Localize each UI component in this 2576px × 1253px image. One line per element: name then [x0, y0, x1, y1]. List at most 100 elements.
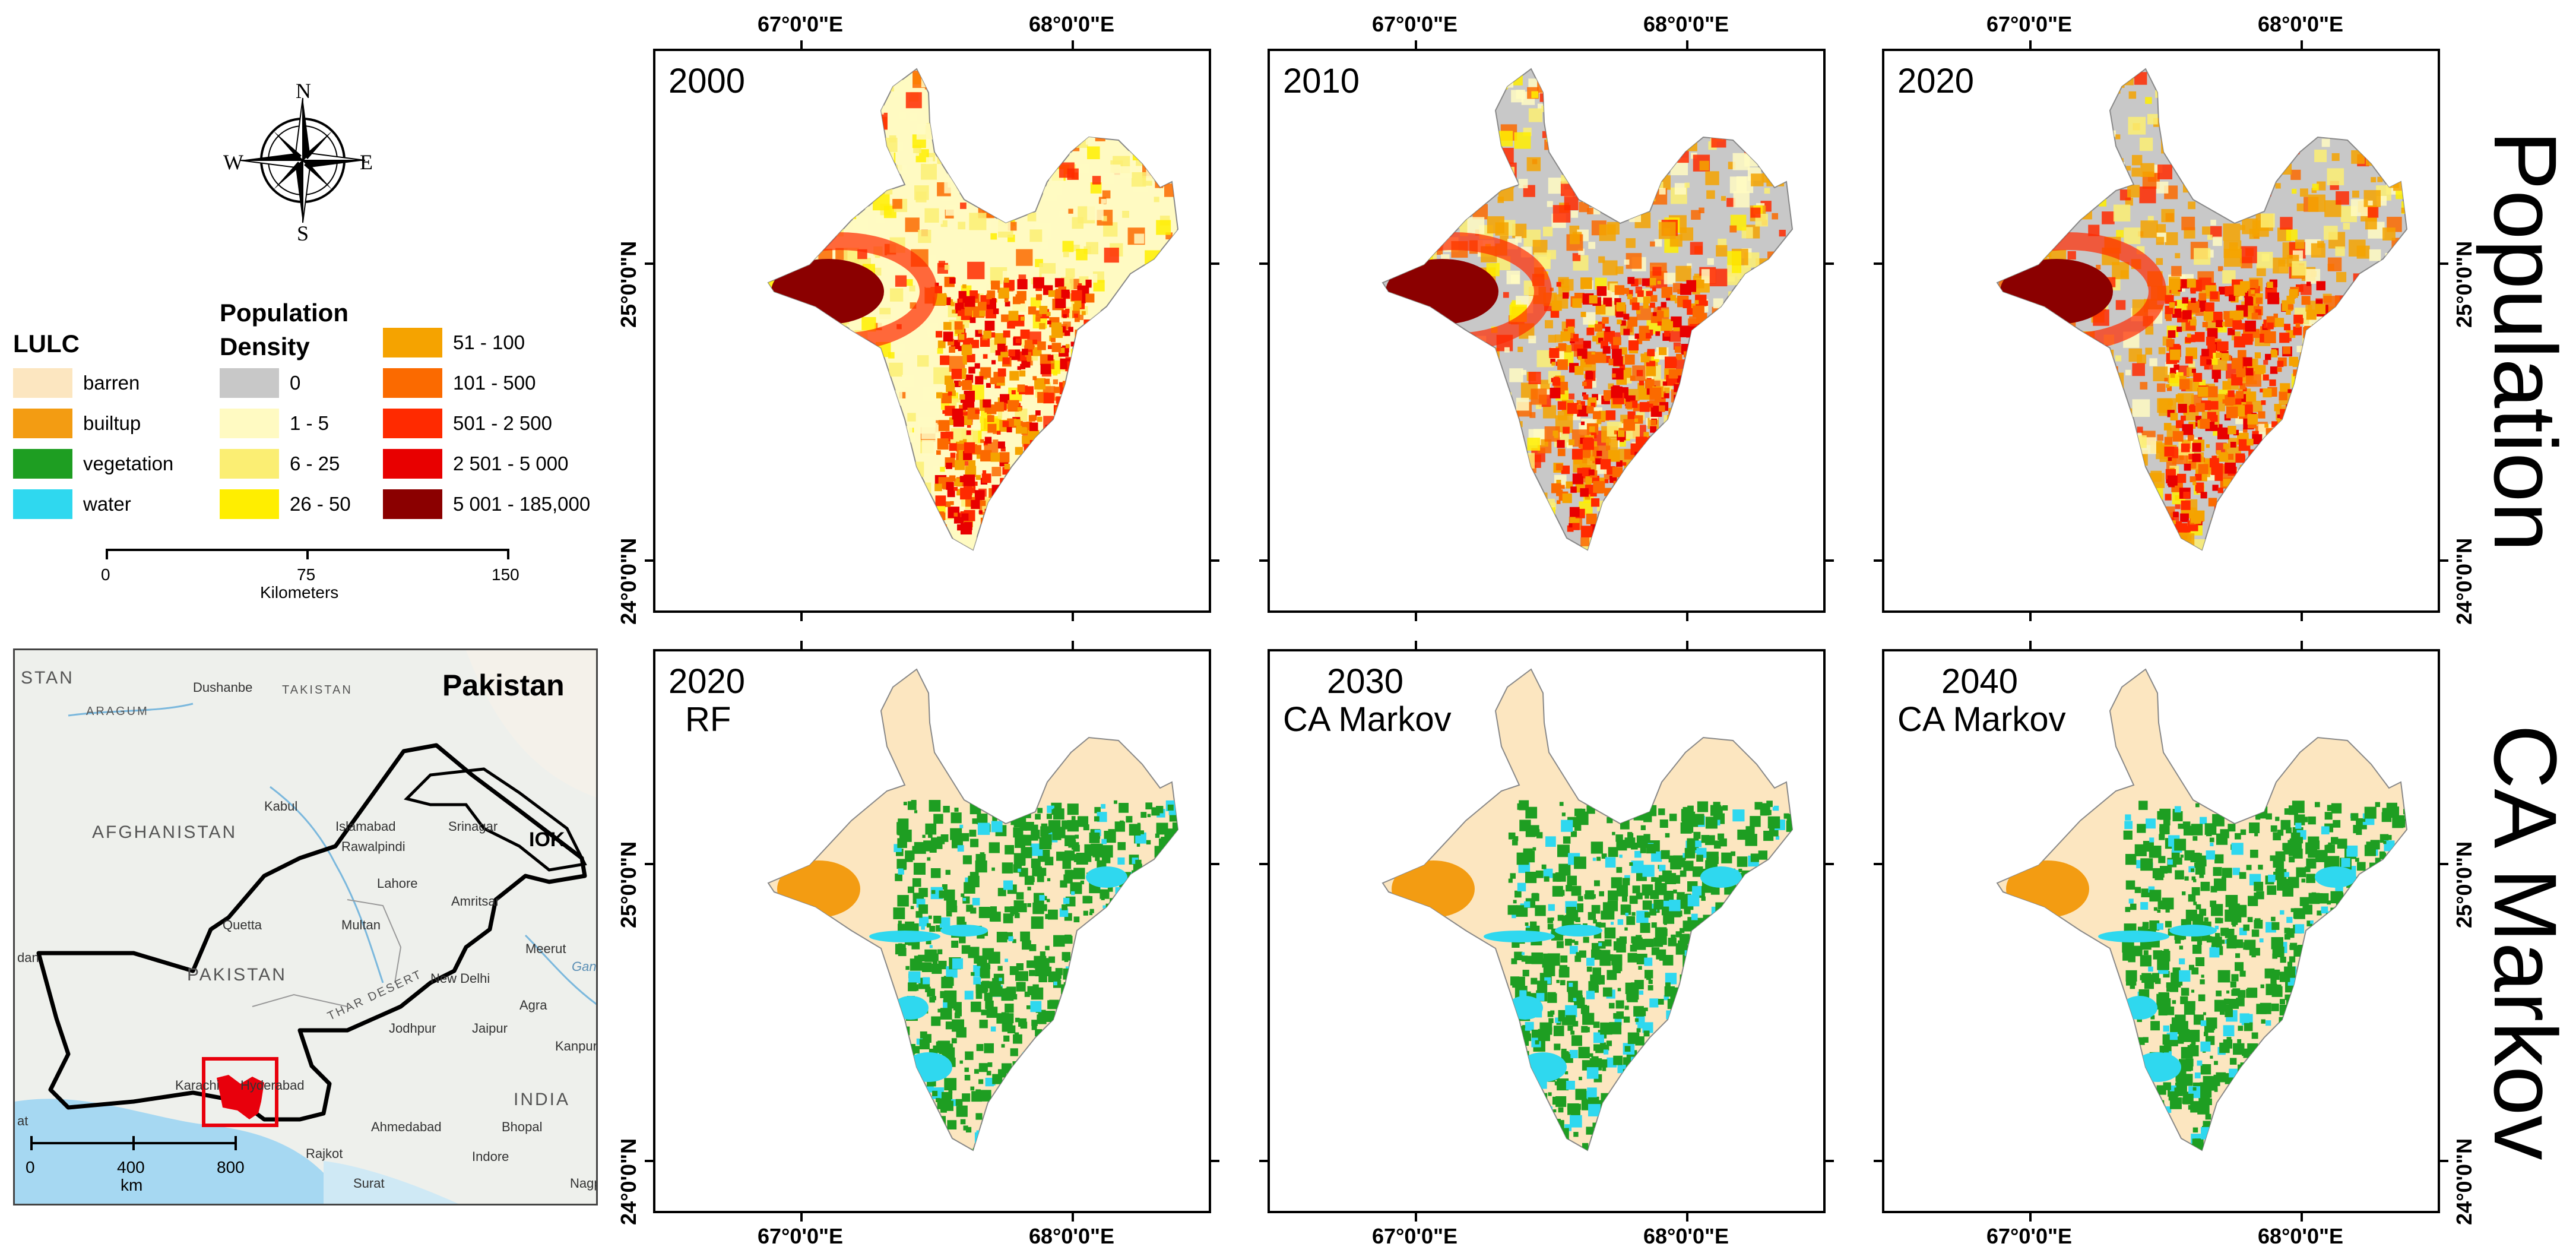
lulc-legend-item-swatch	[13, 409, 72, 438]
panel-year-label: 2040	[1941, 662, 2019, 701]
axis-tick	[645, 1160, 654, 1162]
longitude-label: 68°0'0"E	[1028, 12, 1115, 36]
axis-tick	[2301, 1212, 2303, 1222]
axis-tick	[1824, 262, 1834, 265]
pakistan-inset-map: Pakistan IOK STAN ARAGUM TAKISTAN AFGHAN…	[13, 648, 598, 1205]
axis-tick	[1824, 863, 1834, 865]
city-kanpur: Kanpur	[555, 1039, 597, 1053]
panel-year-label: 2010	[1283, 62, 1360, 100]
axis-tick	[2029, 1212, 2032, 1222]
region-aragum: ARAGUM	[86, 705, 149, 718]
axis-tick	[1874, 262, 1883, 265]
longitude-label: 67°0'0"E	[1371, 12, 1458, 36]
city-srinagar: Srinagar	[448, 819, 498, 834]
latitude-label: 24°0'0"N	[2452, 537, 2476, 625]
lulc-legend-item-label: barren	[83, 372, 140, 394]
city-islamabad: Islamabad	[335, 819, 396, 834]
latitude-label: 25°0'0"N	[2452, 241, 2476, 328]
pop-legend-item-swatch	[220, 368, 279, 398]
row-title-population: Population	[2476, 131, 2575, 552]
city-indore: Indore	[472, 1149, 509, 1164]
country-india: INDIA	[514, 1090, 571, 1109]
panel-year-label: 2000	[668, 62, 746, 100]
map-panel-2010-population: 2010	[1268, 49, 1826, 613]
axis-tick	[800, 612, 803, 621]
compass-e-label: E	[360, 150, 373, 174]
city-jodhpur: Jodhpur	[389, 1021, 436, 1036]
pop-legend-item-label: 5 001 - 185,000	[453, 493, 591, 515]
longitude-label: 67°0'0"E	[1371, 1224, 1458, 1248]
pop-legend-item-swatch	[383, 328, 442, 357]
city-dushanbe: Dushanbe	[193, 680, 253, 695]
axis-tick	[2301, 612, 2303, 621]
lulc-legend-item-label: builtup	[83, 412, 141, 434]
scale-tick-75: 75	[297, 565, 316, 584]
latitude-label: 25°0'0"N	[616, 241, 641, 328]
city-fragment-at: at	[17, 1113, 28, 1128]
axis-tick	[1259, 863, 1269, 865]
axis-tick	[2301, 641, 2303, 650]
city-ahmedabad: Ahmedabad	[371, 1119, 442, 1134]
map-panel-2020-population: 2020	[1882, 49, 2440, 613]
map-panel-2000-population: 2000	[653, 49, 1211, 613]
latitude-label: 24°0'0"N	[616, 537, 641, 625]
inset-region-label: IOK	[529, 828, 565, 851]
axis-tick	[2029, 612, 2032, 621]
axis-tick	[1874, 863, 1883, 865]
axis-tick	[1874, 1160, 1883, 1162]
pop-legend-item-label: 2 501 - 5 000	[453, 453, 569, 474]
compass-n-label: N	[296, 79, 311, 103]
axis-tick	[645, 559, 654, 562]
pop-legend-item-label: 51 - 100	[453, 331, 525, 353]
axis-tick	[2439, 863, 2448, 865]
inset-scale-tick-400: 400	[117, 1158, 145, 1176]
longitude-label: 68°0'0"E	[2257, 1224, 2344, 1248]
panel-year-label: 2020	[668, 662, 746, 701]
city-quetta: Quetta	[223, 917, 262, 932]
pop-legend-item-label: 101 - 500	[453, 372, 536, 394]
axis-tick	[1686, 612, 1688, 621]
lulc-legend-item-swatch	[13, 489, 72, 519]
axis-tick	[1824, 559, 1834, 562]
country-stan: STAN	[21, 668, 74, 688]
longitude-label: 68°0'0"E	[1643, 1224, 1729, 1248]
lulc-legend-item-label: water	[83, 493, 131, 515]
axis-tick	[2439, 1160, 2448, 1162]
panel-year-label: 2030	[1327, 662, 1404, 701]
panel-model-label: CA Markov	[1283, 700, 1452, 739]
row-title-ca-markov: CA Markov	[2476, 724, 2575, 1160]
inset-scale-unit: km	[121, 1176, 143, 1194]
compass-s-label: S	[297, 222, 309, 245]
city-rawalpindi: Rawalpindi	[341, 839, 405, 854]
axis-tick	[800, 641, 803, 650]
axis-tick	[1072, 641, 1074, 650]
axis-tick	[1874, 559, 1883, 562]
city-kabul: Kabul	[264, 799, 298, 814]
axis-tick	[1259, 1160, 1269, 1162]
city-fragment-dan: dan	[17, 950, 39, 965]
pop-legend-title-2: Density	[220, 333, 310, 360]
city-multan: Multan	[341, 917, 381, 932]
axis-tick	[645, 863, 654, 865]
inset-scale-tick-800: 800	[217, 1158, 245, 1176]
axis-tick	[1259, 262, 1269, 265]
latitude-label: 24°0'0"N	[2452, 1138, 2476, 1225]
axis-tick	[1824, 1160, 1834, 1162]
inset-map-graphic	[15, 650, 596, 1204]
panel-year-label: 2020	[1897, 62, 1975, 100]
axis-tick	[800, 40, 803, 50]
lulc-legend-item-swatch	[13, 368, 72, 398]
pop-legend-item-swatch	[220, 489, 279, 519]
city-hyderabad: Hyderabad	[240, 1078, 305, 1093]
lulc-legend-item-swatch	[13, 449, 72, 479]
latitude-label: 25°0'0"N	[2452, 841, 2476, 928]
longitude-label: 68°0'0"E	[1643, 12, 1729, 36]
panel-model-label: RF	[685, 700, 731, 739]
city-lahore: Lahore	[377, 876, 418, 891]
scale-tick-0: 0	[101, 565, 110, 584]
north-arrow-compass: N S E W	[223, 79, 380, 245]
axis-tick	[1259, 559, 1269, 562]
pop-legend-item-label: 6 - 25	[290, 453, 340, 474]
country-takistan: TAKISTAN	[282, 684, 353, 697]
axis-tick	[2439, 559, 2448, 562]
